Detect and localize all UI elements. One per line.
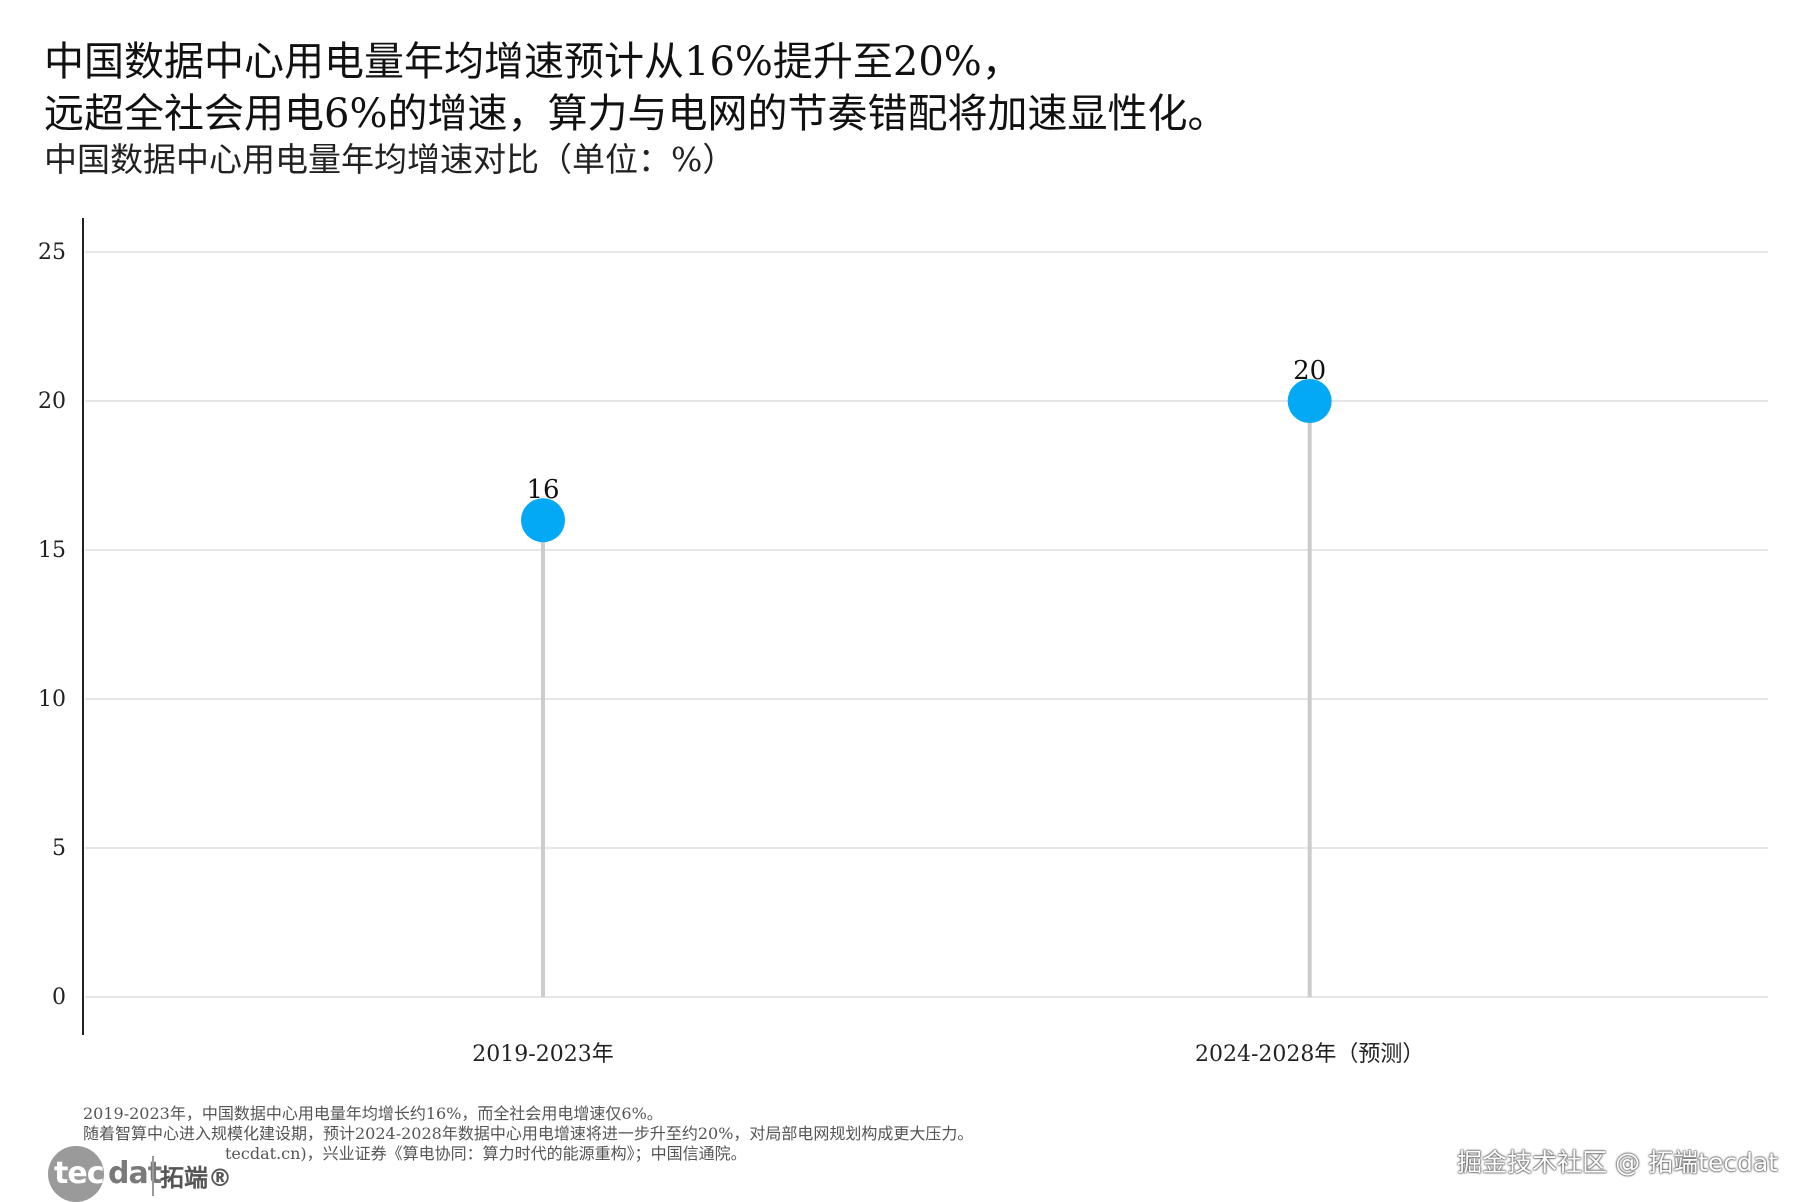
data-label-0: 16 — [526, 475, 559, 505]
title-line-2: 远超全社会用电6%的增速，算力与电网的节奏错配将加速显性化。 — [44, 91, 1228, 137]
x-tick-label-1: 2024-2028年（预测） — [1195, 1042, 1424, 1067]
logo-circle-icon — [48, 1146, 104, 1202]
title-line-1: 中国数据中心用电量年均增速预计从16%提升至20%， — [44, 39, 1022, 85]
footnote-1: 2019-2023年，中国数据中心用电量年均增长约16%，而全社会用电增速仅6%… — [83, 1104, 663, 1123]
logo-text-tec: tec — [54, 1156, 104, 1191]
footnote-3: tecdat.cn)，兴业证券《算电协同：算力时代的能源重构》；中国信通院。 — [225, 1144, 747, 1163]
footnotes: 2019-2023年，中国数据中心用电量年均增长约16%，而全社会用电增速仅6%… — [83, 1104, 973, 1164]
y-tick-label-5: 5 — [52, 836, 66, 861]
footnote-2: 随着智算中心进入规模化建设期，预计2024-2028年数据中心用电增速将进一步升… — [83, 1124, 974, 1143]
data-label-1: 20 — [1293, 356, 1326, 386]
tecdat-logo: tec dat 拓端® — [48, 1146, 232, 1202]
data-point-0 — [521, 498, 566, 543]
x-tick-label-0: 2019-2023年 — [472, 1042, 613, 1067]
chart-title: 中国数据中心用电量年均增速预计从16%提升至20%， 远超全社会用电6%的增速，… — [44, 36, 1227, 140]
data-point-1 — [1287, 379, 1332, 423]
y-tick-label-25: 25 — [38, 240, 66, 265]
y-tick-label-15: 15 — [38, 538, 66, 563]
y-tick-label-0: 0 — [52, 985, 66, 1010]
chart-subtitle: 中国数据中心用电量年均增速对比（单位：%） — [44, 140, 736, 179]
y-tick-label-10: 10 — [38, 687, 66, 712]
logo-divider — [152, 1156, 154, 1196]
y-tick-label-20: 20 — [38, 389, 66, 414]
watermark: 掘金技术社区 @ 拓端tecdat — [1457, 1148, 1778, 1177]
logo-text-cn: 拓端® — [160, 1164, 232, 1192]
